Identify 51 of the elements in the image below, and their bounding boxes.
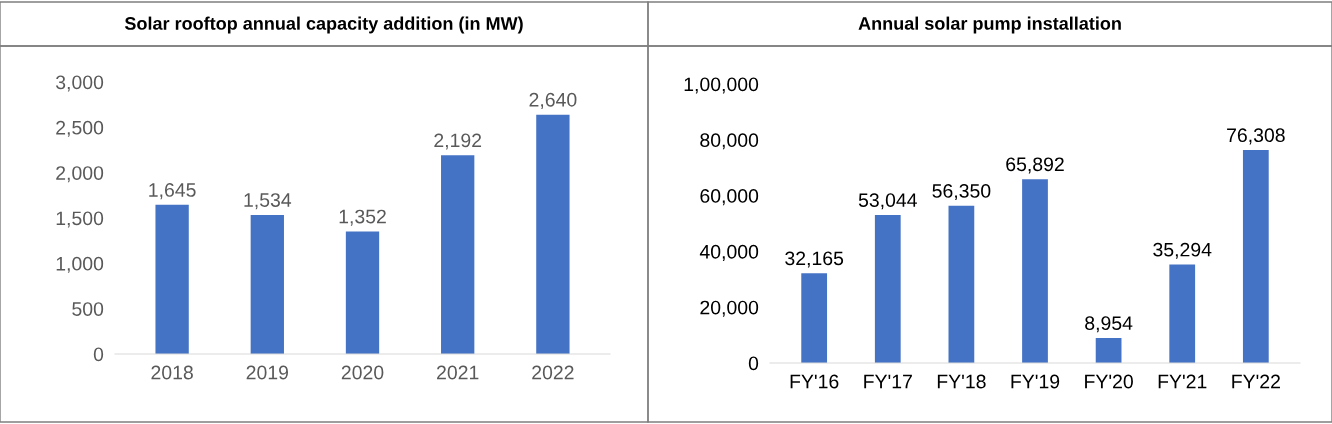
y-tick-label: 1,00,000 (684, 77, 759, 94)
x-tick-label: FY'21 (1158, 374, 1207, 389)
bar (441, 155, 475, 354)
y-tick-label: 1,000 (56, 256, 104, 273)
data-label: 35,294 (1153, 242, 1212, 259)
chart-title: Solar rooftop annual capacity addition (in MW) (124, 16, 523, 34)
y-tick-label: 3,000 (55, 75, 104, 92)
bar (801, 273, 828, 363)
data-label: 2,192 (434, 133, 482, 150)
y-tick-label: 80,000 (700, 133, 759, 150)
bar (948, 205, 975, 363)
data-label: 76,308 (1227, 128, 1285, 145)
x-tick-label: FY'20 (1085, 374, 1133, 389)
x-tick-label: 2019 (246, 365, 289, 380)
y-tick-label: 0 (93, 347, 104, 362)
data-label: 1,352 (339, 209, 386, 226)
data-label: 56,350 (932, 184, 991, 201)
chart-title: Annual solar pump installation (858, 16, 1121, 34)
y-tick-label: 60,000 (700, 189, 759, 206)
bar (1095, 338, 1122, 363)
y-tick-label: 2,000 (56, 166, 104, 183)
bar (155, 204, 189, 354)
y-tick-label: 40,000 (699, 244, 759, 261)
bar (345, 231, 380, 354)
data-label: 1,534 (244, 193, 292, 210)
y-tick-label: 500 (72, 302, 104, 316)
y-tick-label: 2,500 (56, 120, 104, 137)
x-tick-label: FY'22 (1232, 374, 1280, 389)
bar (1242, 150, 1269, 363)
x-tick-label: 2020 (341, 365, 384, 380)
x-tick-label: FY'17 (864, 374, 912, 389)
bar (1169, 264, 1196, 363)
bar (536, 114, 570, 354)
x-tick-label: FY'16 (790, 374, 839, 389)
bar (1022, 179, 1048, 363)
data-label: 65,892 (1006, 157, 1064, 174)
y-tick-label: 20,000 (700, 300, 759, 317)
bar (874, 215, 901, 363)
data-label: 2,640 (529, 92, 577, 109)
y-tick-label: 1,500 (56, 211, 104, 228)
data-label: 53,044 (858, 193, 917, 210)
x-tick-label: FY'19 (1011, 374, 1060, 389)
data-label: 8,954 (1085, 316, 1133, 333)
data-label: 32,165 (785, 251, 844, 268)
data-label: 1,645 (149, 183, 196, 200)
x-tick-label: 2021 (437, 365, 479, 380)
x-tick-label: 2018 (151, 365, 193, 380)
y-tick-label: 0 (748, 356, 759, 371)
bar (250, 214, 284, 354)
x-tick-label: 2022 (532, 365, 574, 380)
x-tick-label: FY'18 (937, 374, 986, 389)
